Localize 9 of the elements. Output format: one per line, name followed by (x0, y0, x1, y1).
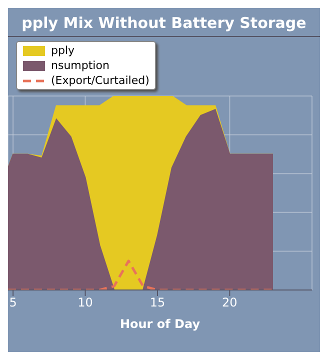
x-tick-label: 20 (222, 296, 238, 310)
x-tick-label: 5 (9, 296, 17, 310)
x-tick-label: 10 (78, 296, 93, 310)
x-axis-title: Hour of Day (120, 317, 200, 331)
legend-label: pply (51, 43, 75, 58)
x-tick-label: 15 (150, 296, 166, 310)
legend-label: nsumption (51, 58, 110, 73)
legend-label: (Export/Curtailed) (51, 73, 150, 88)
chart-title: pply Mix Without Battery Storage (8, 8, 320, 37)
